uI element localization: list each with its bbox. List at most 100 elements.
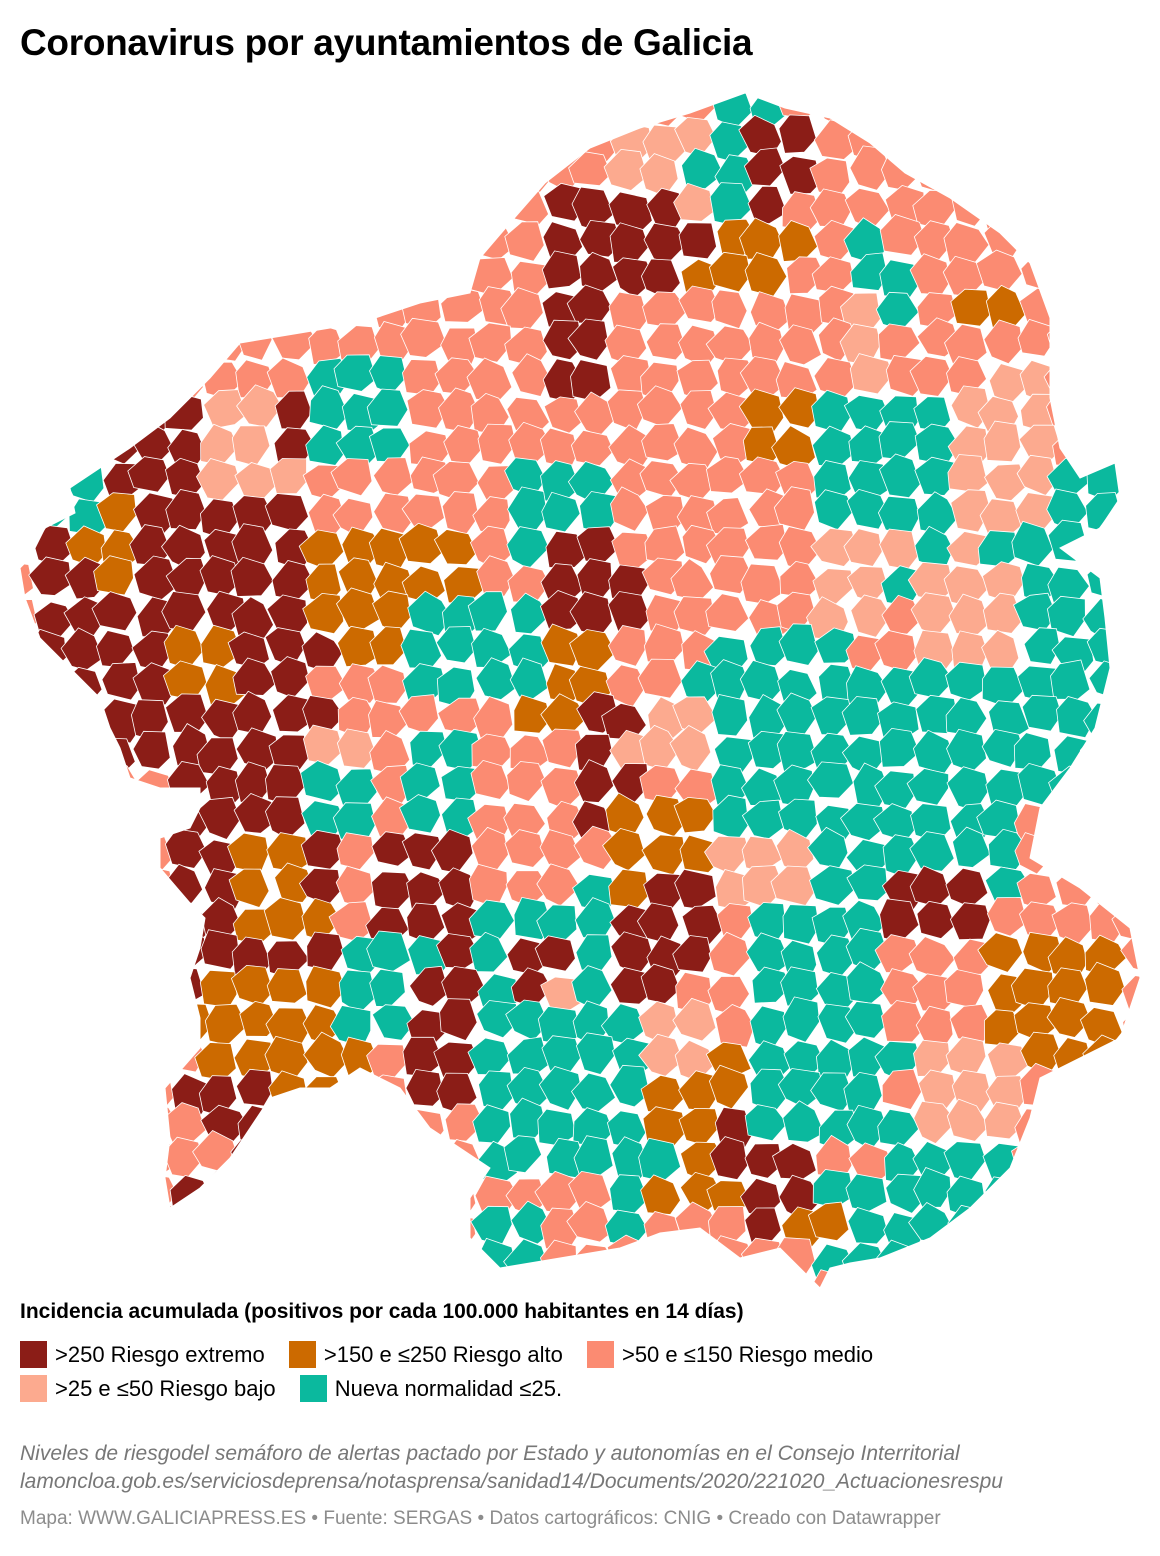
municipality-cell[interactable]	[1086, 797, 1127, 836]
municipality-cell[interactable]	[134, 769, 175, 810]
municipality-cell[interactable]	[541, 491, 581, 533]
municipality-cell[interactable]	[95, 1277, 141, 1288]
municipality-cell[interactable]	[366, 388, 409, 427]
municipality-cell[interactable]	[1051, 88, 1093, 121]
municipality-cell[interactable]	[65, 250, 106, 292]
municipality-cell[interactable]	[0, 116, 40, 155]
municipality-cell[interactable]	[268, 734, 311, 771]
municipality-cell[interactable]	[444, 1103, 485, 1142]
municipality-cell[interactable]	[983, 1101, 1025, 1140]
municipality-cell[interactable]	[642, 1274, 681, 1288]
municipality-cell[interactable]	[476, 1000, 519, 1039]
municipality-cell[interactable]	[335, 186, 379, 228]
municipality-cell[interactable]	[879, 214, 926, 256]
municipality-cell[interactable]	[1087, 424, 1126, 468]
municipality-cell[interactable]	[372, 224, 420, 265]
municipality-cell[interactable]	[609, 1274, 654, 1288]
municipality-cell[interactable]	[773, 486, 815, 531]
municipality-cell[interactable]	[909, 88, 953, 123]
municipality-cell[interactable]	[1155, 362, 1160, 398]
municipality-cell[interactable]	[333, 354, 378, 392]
municipality-cell[interactable]	[373, 119, 413, 161]
municipality-cell[interactable]	[1021, 694, 1063, 732]
municipality-cell[interactable]	[1046, 997, 1092, 1038]
municipality-cell[interactable]	[1086, 560, 1128, 601]
municipality-cell[interactable]	[909, 831, 955, 872]
municipality-cell[interactable]	[60, 1276, 99, 1288]
municipality-cell[interactable]	[476, 88, 518, 128]
municipality-cell[interactable]	[402, 1169, 449, 1211]
municipality-cell[interactable]	[65, 393, 108, 438]
municipality-cell[interactable]	[98, 158, 141, 198]
municipality-cell[interactable]	[1154, 288, 1160, 331]
municipality-cell[interactable]	[541, 250, 582, 290]
municipality-cell[interactable]	[1119, 522, 1160, 566]
municipality-cell[interactable]	[1116, 158, 1160, 196]
municipality-cell[interactable]	[681, 147, 725, 190]
municipality-cell[interactable]	[1081, 1101, 1129, 1142]
municipality-cell[interactable]	[812, 568, 856, 605]
municipality-cell[interactable]	[948, 1247, 996, 1284]
municipality-cell[interactable]	[0, 1200, 37, 1243]
municipality-cell[interactable]	[369, 968, 406, 1008]
municipality-cell[interactable]	[400, 317, 447, 358]
municipality-cell[interactable]	[984, 1280, 1033, 1288]
municipality-cell[interactable]	[1154, 114, 1160, 157]
municipality-cell[interactable]	[885, 88, 927, 128]
municipality-cell[interactable]	[708, 931, 751, 977]
municipality-cell[interactable]	[335, 865, 374, 907]
municipality-cell[interactable]	[127, 360, 171, 402]
municipality-cell[interactable]	[877, 1108, 921, 1147]
municipality-cell[interactable]	[704, 1267, 751, 1288]
municipality-cell[interactable]	[843, 528, 883, 567]
municipality-cell[interactable]	[1116, 117, 1157, 158]
municipality-cell[interactable]	[681, 904, 725, 945]
municipality-cell[interactable]	[874, 770, 917, 809]
municipality-cell[interactable]	[1047, 798, 1092, 841]
municipality-cell[interactable]	[780, 1278, 820, 1288]
municipality-cell[interactable]	[132, 730, 171, 770]
municipality-cell[interactable]	[342, 286, 381, 322]
municipality-cell[interactable]	[950, 489, 992, 533]
municipality-cell[interactable]	[510, 183, 550, 226]
municipality-cell[interactable]	[949, 902, 991, 941]
municipality-cell[interactable]	[1155, 389, 1160, 431]
municipality-cell[interactable]	[1087, 764, 1130, 805]
municipality-cell[interactable]	[63, 1107, 108, 1151]
municipality-cell[interactable]	[66, 353, 107, 397]
municipality-cell[interactable]	[29, 931, 72, 970]
municipality-cell[interactable]	[678, 1107, 721, 1146]
municipality-cell[interactable]	[1082, 1206, 1123, 1243]
municipality-cell[interactable]	[981, 1242, 1026, 1281]
municipality-cell[interactable]	[1116, 562, 1156, 604]
municipality-cell[interactable]	[1046, 319, 1090, 361]
municipality-cell[interactable]	[782, 904, 820, 945]
municipality-cell[interactable]	[539, 590, 585, 631]
municipality-cell[interactable]	[945, 661, 988, 701]
municipality-cell[interactable]	[305, 1076, 346, 1117]
municipality-cell[interactable]	[34, 661, 76, 705]
municipality-cell[interactable]	[1082, 1034, 1129, 1082]
municipality-cell[interactable]	[443, 186, 486, 233]
municipality-cell[interactable]	[1145, 1076, 1160, 1116]
municipality-cell[interactable]	[330, 458, 373, 497]
municipality-cell[interactable]	[610, 931, 654, 977]
municipality-cell[interactable]	[164, 1235, 207, 1276]
municipality-cell[interactable]	[167, 193, 210, 232]
municipality-cell[interactable]	[170, 293, 211, 332]
municipality-cell[interactable]	[67, 1208, 109, 1250]
municipality-cell[interactable]	[1118, 830, 1158, 869]
municipality-cell[interactable]	[1148, 1170, 1160, 1208]
municipality-cell[interactable]	[1048, 292, 1087, 336]
municipality-cell[interactable]	[97, 118, 143, 163]
municipality-cell[interactable]	[778, 387, 821, 429]
municipality-cell[interactable]	[603, 148, 649, 191]
municipality-cell[interactable]	[131, 1271, 171, 1288]
municipality-cell[interactable]	[574, 88, 612, 127]
municipality-cell[interactable]	[30, 182, 71, 223]
municipality-cell[interactable]	[573, 1243, 619, 1286]
municipality-cell[interactable]	[1114, 1203, 1153, 1243]
municipality-cell[interactable]	[0, 768, 38, 809]
municipality-cell[interactable]	[409, 965, 450, 1007]
municipality-cell[interactable]	[567, 318, 610, 361]
